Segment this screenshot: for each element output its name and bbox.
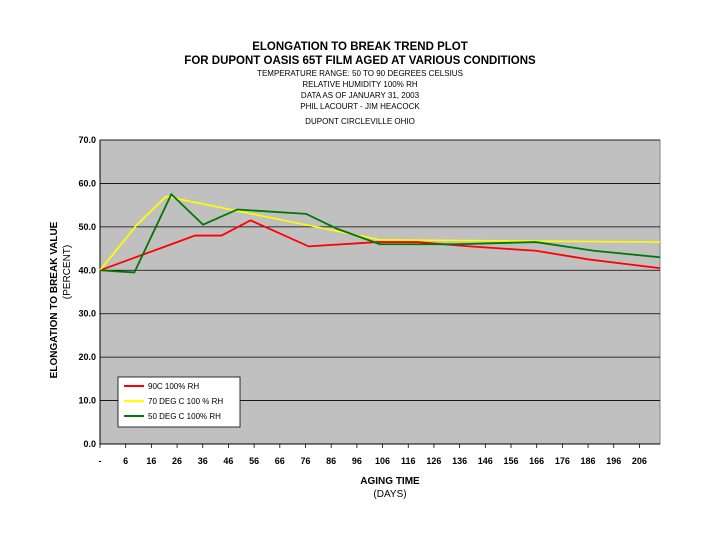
series-line	[99, 192, 661, 274]
chart-subtitle-date: DATA AS OF JANUARY 31, 2003	[300, 91, 420, 100]
x-axis-title: AGING TIME	[360, 476, 420, 487]
x-tick-label: 36	[198, 456, 208, 466]
x-tick-label: 86	[326, 456, 336, 466]
y-axis-title: ELONGATION TO BREAK VALUE	[49, 221, 60, 378]
y-tick-label: 20.0	[78, 352, 96, 362]
x-tick-label: 166	[529, 456, 544, 466]
chart-title-line1: ELONGATION TO BREAK TREND PLOT	[252, 41, 468, 53]
y-axis-subtitle: (PERCENT)	[62, 245, 73, 299]
chart-subtitle-temperature: TEMPERATURE RANGE: 50 TO 90 DEGREES CELS…	[257, 69, 463, 78]
y-tick-label: 60.0	[78, 178, 96, 188]
x-tick-label: 146	[478, 456, 493, 466]
x-tick-label: 206	[632, 456, 647, 466]
series-line	[99, 219, 661, 272]
x-tick-label: 126	[426, 456, 441, 466]
x-tick-label: 96	[352, 456, 362, 466]
x-tick-label: 186	[581, 456, 596, 466]
y-tick-label: 70.0	[78, 135, 96, 145]
legend-label: 90C 100% RH	[148, 382, 199, 391]
chart-subtitle-authors: PHIL LACOURT - JIM HEACOCK	[300, 102, 420, 111]
x-tick-label: 16	[146, 456, 156, 466]
x-tick-label: 66	[275, 456, 285, 466]
legend-label: 70 DEG C 100 % RH	[148, 397, 223, 406]
x-tick-label: 46	[223, 456, 233, 466]
y-tick-label: 0.0	[83, 439, 96, 449]
x-tick-label: 76	[300, 456, 310, 466]
x-tick-label: 136	[452, 456, 467, 466]
chart-subtitle-humidity: RELATIVE HUMIDITY 100% RH	[302, 80, 418, 89]
x-tick-label: 196	[606, 456, 621, 466]
x-tick-label: -	[99, 456, 102, 466]
y-tick-label: 50.0	[78, 222, 96, 232]
x-tick-label: 56	[249, 456, 259, 466]
chart-title-line2: FOR DUPONT OASIS 65T FILM AGED AT VARIOU…	[184, 55, 536, 67]
y-tick-label: 30.0	[78, 309, 96, 319]
series-line	[99, 195, 167, 271]
chart-titles: ELONGATION TO BREAK TREND PLOT FOR DUPON…	[0, 40, 720, 127]
x-tick-label: 176	[555, 456, 570, 466]
x-tick-label: 156	[503, 456, 518, 466]
x-tick-label: 116	[401, 456, 416, 466]
x-tick-label: 26	[172, 456, 182, 466]
x-axis-subtitle: (DAYS)	[373, 489, 406, 500]
series-continuation-line	[165, 195, 661, 243]
chart-subtitle-location: DUPONT CIRCLEVILLE OHIO	[305, 117, 415, 126]
y-tick-label: 10.0	[78, 396, 96, 406]
y-tick-label: 40.0	[78, 265, 96, 275]
legend-label: 50 DEG C 100% RH	[148, 412, 221, 421]
x-tick-label: 6	[123, 456, 128, 466]
x-tick-label: 106	[375, 456, 390, 466]
